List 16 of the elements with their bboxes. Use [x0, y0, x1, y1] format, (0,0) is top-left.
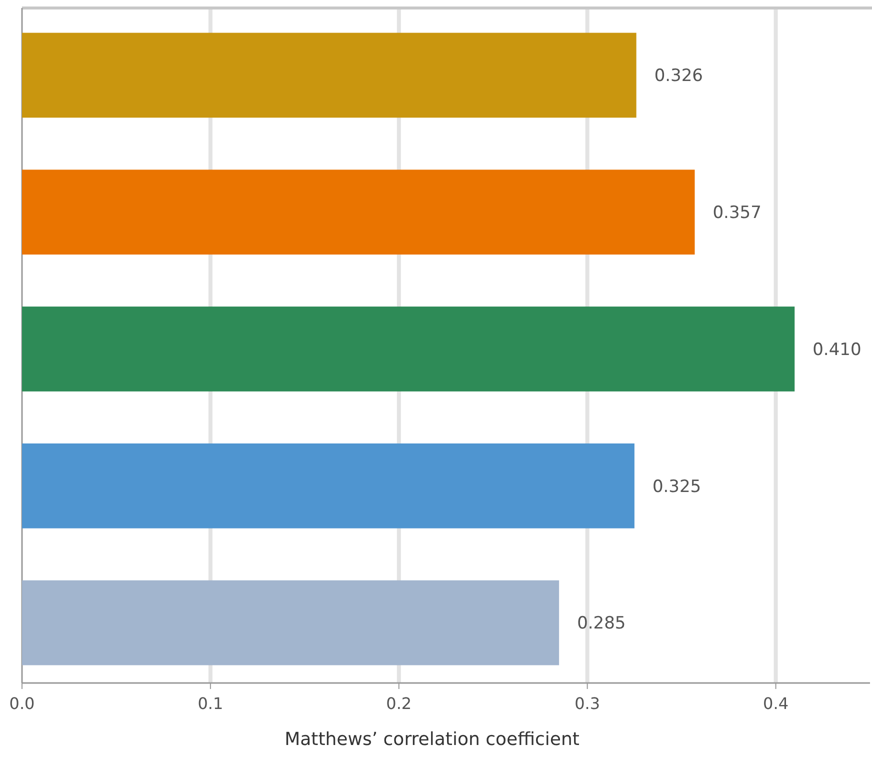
data-label: 0.410	[812, 340, 862, 360]
x-tick-label: 0.1	[198, 694, 224, 713]
data-label: 0.285	[577, 614, 626, 634]
x-tick-label: 0.0	[9, 694, 35, 713]
x-axis-title: Matthews’ correlation coefficient	[284, 729, 580, 750]
x-tick-label: 0.2	[386, 694, 412, 713]
x-tick-label: 0.4	[763, 694, 789, 713]
bar	[22, 306, 795, 392]
bar	[22, 32, 636, 118]
data-label: 0.325	[652, 476, 702, 497]
x-tick-label: 0.3	[574, 694, 600, 713]
bar	[22, 443, 634, 528]
data-label: 0.326	[654, 66, 703, 86]
bar	[22, 580, 560, 666]
bar	[22, 170, 695, 255]
data-label: 0.357	[712, 203, 762, 224]
